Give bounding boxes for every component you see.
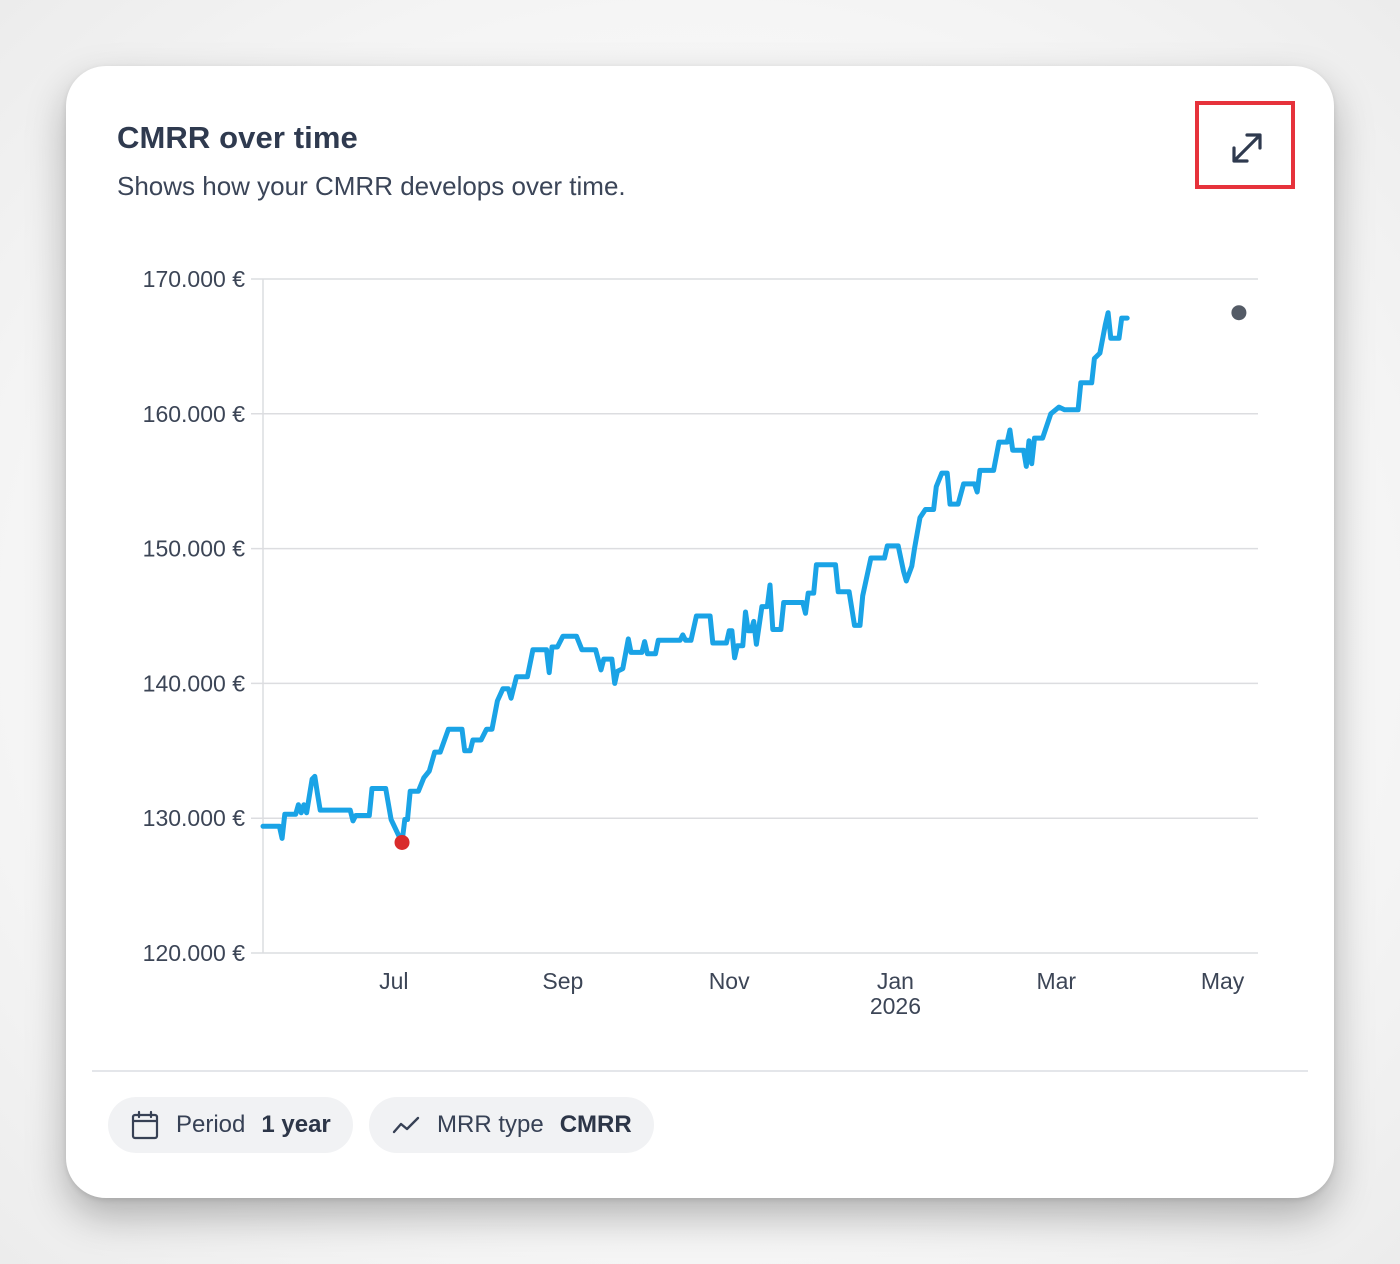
expand-arrows-icon [1232, 133, 1262, 163]
footer-divider [92, 1070, 1308, 1072]
period-label: Period [176, 1111, 246, 1138]
min-point-marker [394, 834, 410, 850]
x-tick-label: Nov [709, 968, 750, 994]
cmrr-line-chart: 170.000 € 160.000 € 150.000 € 140.000 € 130.… [143, 266, 1258, 1019]
y-tick-label: 160.000 € [143, 401, 246, 427]
calendar-icon [130, 1110, 160, 1140]
y-tick-label: 170.000 € [143, 266, 246, 292]
mrr-type-value: CMRR [559, 1111, 632, 1138]
chart-card: CMRR over time Shows how your CMRR devel… [66, 66, 1334, 1198]
period-filter-chip[interactable]: Period 1 year [108, 1097, 353, 1153]
max-point-marker [1231, 305, 1247, 321]
mrr-type-filter-chip[interactable]: MRR type CMRR [369, 1097, 654, 1153]
x-tick-label: Sep [542, 968, 583, 994]
card-title: CMRR over time [117, 120, 358, 155]
x-tick-label: May [1201, 968, 1245, 994]
expand-button[interactable] [1195, 101, 1295, 189]
x-tick-label: Jul [379, 968, 408, 994]
y-tick-label: 120.000 € [143, 940, 246, 966]
y-tick-label: 140.000 € [143, 670, 246, 696]
x-tick-label: Mar [1036, 968, 1076, 994]
trend-line-icon [391, 1110, 421, 1140]
period-value: 1 year [261, 1111, 331, 1138]
card-subtitle: Shows how your CMRR develops over time. [117, 171, 626, 201]
x-tick-label: Jan [877, 968, 914, 994]
mrr-type-label: MRR type [437, 1111, 544, 1138]
x-tick-year-label: 2026 [870, 993, 921, 1019]
y-tick-label: 150.000 € [143, 536, 246, 562]
y-tick-label: 130.000 € [143, 805, 246, 831]
cmrr-series-line [260, 310, 1130, 845]
